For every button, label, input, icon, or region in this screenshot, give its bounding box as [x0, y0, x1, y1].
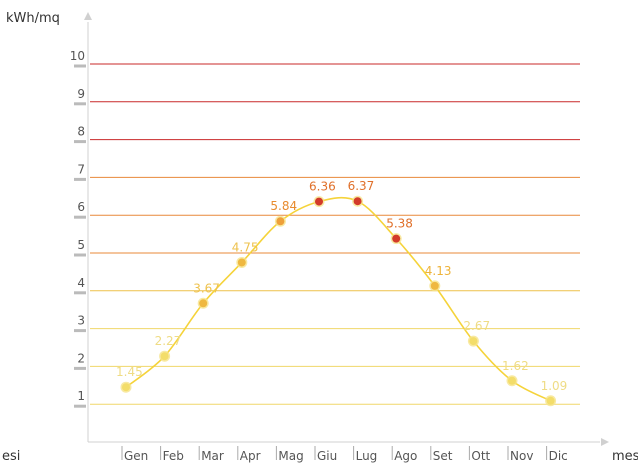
x-tick-label-Gen: Gen	[124, 449, 148, 463]
y-axis-arrow	[84, 12, 92, 20]
y-tick-label-8: 8	[77, 125, 85, 139]
data-point-Ago	[392, 234, 401, 243]
y-axis-title: kWh/mq	[6, 11, 60, 26]
y-tick-label-2: 2	[77, 351, 85, 365]
x-tick-label-Set: Set	[433, 449, 453, 463]
data-point-Feb	[160, 352, 169, 361]
data-label-Giu: 6.36	[309, 180, 336, 194]
x-tick-label-Mar: Mar	[201, 449, 224, 463]
data-point-Mag	[276, 217, 285, 226]
y-tick-label-5: 5	[77, 238, 85, 252]
x-axis-title: mesi	[612, 449, 638, 464]
data-labels: 1.45 2.27 3.67 4.75 5.84 6.36 6.37 5.38 4.13 2.67…	[116, 179, 567, 393]
y-tick-label-9: 9	[77, 87, 85, 101]
data-label-Ago: 5.38	[386, 217, 413, 231]
y-tick-label-1: 1	[77, 389, 85, 403]
x-tick-label-Dic: Dic	[549, 449, 568, 463]
data-point-Gen	[122, 383, 130, 392]
y-tick-label-7: 7	[77, 162, 85, 176]
data-point-Ott	[469, 337, 478, 346]
data-label-Mar: 3.67	[193, 281, 220, 295]
x-axis-title-left: esi	[2, 449, 20, 464]
data-label-Dic: 1.09	[541, 379, 568, 393]
axes	[84, 12, 609, 446]
x-axis-arrow	[601, 438, 609, 446]
y-tick-label-4: 4	[77, 276, 85, 290]
data-point-Dic	[546, 396, 555, 405]
data-point-Mar	[199, 299, 208, 308]
data-label-Set: 4.13	[425, 264, 452, 278]
data-label-Feb: 2.27	[155, 334, 182, 348]
x-tick-label-Ago: Ago	[394, 449, 417, 463]
data-point-Apr	[237, 258, 246, 267]
y-tick-label-3: 3	[77, 314, 85, 328]
gridlines	[74, 63, 580, 408]
data-point-Nov	[508, 376, 516, 385]
x-tick-labels: Gen Feb Mar Apr Mag Giu Lug Ago Set Ott Nov Dic	[121, 446, 568, 463]
data-point-Lug	[353, 197, 362, 206]
y-tick-label-6: 6	[77, 200, 85, 214]
x-tick-label-Nov: Nov	[510, 449, 533, 463]
data-label-Gen: 1.45	[116, 365, 143, 379]
y-tick-label-10: 10	[70, 49, 85, 63]
data-label-Mag: 5.84	[270, 199, 297, 213]
data-point-Giu	[315, 197, 323, 206]
data-points	[120, 195, 557, 407]
x-tick-label-Giu: Giu	[317, 449, 337, 463]
data-label-Ott: 2.67	[463, 319, 490, 333]
data-label-Lug: 6.37	[348, 179, 375, 193]
y-tick-labels: 1 2 3 4 5 6 7 8 9 10	[70, 49, 85, 403]
data-label-Apr: 4.75	[232, 240, 259, 254]
x-tick-label-Apr: Apr	[240, 449, 261, 463]
x-tick-label-Mag: Mag	[278, 449, 303, 463]
x-tick-label-Feb: Feb	[163, 449, 184, 463]
data-point-Set	[430, 281, 439, 290]
data-label-Nov: 1.62	[502, 359, 529, 373]
x-tick-label-Lug: Lug	[356, 449, 378, 463]
series-line	[125, 196, 551, 402]
x-tick-label-Ott: Ott	[471, 449, 490, 463]
